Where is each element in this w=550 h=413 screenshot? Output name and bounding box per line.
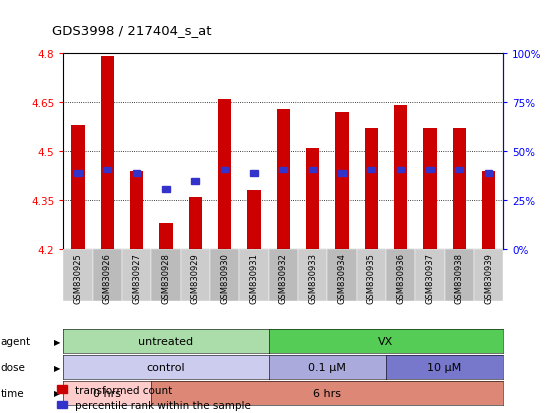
Bar <box>338 171 346 176</box>
Text: 10 μM: 10 μM <box>427 362 461 372</box>
Text: agent: agent <box>1 337 31 347</box>
Legend: transformed count, percentile rank within the sample: transformed count, percentile rank withi… <box>57 385 251 410</box>
Text: 6 hrs: 6 hrs <box>314 388 341 398</box>
Bar <box>397 167 404 173</box>
Bar <box>356 250 386 301</box>
Bar <box>210 250 239 301</box>
Text: VX: VX <box>378 337 394 347</box>
Text: GDS3998 / 217404_s_at: GDS3998 / 217404_s_at <box>52 24 212 37</box>
Text: GSM830925: GSM830925 <box>73 252 82 303</box>
Bar <box>306 149 319 250</box>
Bar <box>162 187 170 192</box>
Bar <box>426 167 434 173</box>
Text: 0 hrs: 0 hrs <box>94 388 121 398</box>
Bar <box>180 250 210 301</box>
Bar <box>101 57 114 250</box>
Text: GSM830939: GSM830939 <box>484 252 493 303</box>
Bar <box>474 250 503 301</box>
Bar <box>482 171 495 250</box>
Text: control: control <box>147 362 185 372</box>
Bar <box>103 167 111 173</box>
Bar <box>298 250 327 301</box>
Bar <box>221 167 228 173</box>
Bar <box>92 250 122 301</box>
Bar <box>453 129 466 250</box>
Text: untreated: untreated <box>139 337 194 347</box>
Text: GSM830936: GSM830936 <box>396 252 405 303</box>
Text: GSM830938: GSM830938 <box>455 252 464 303</box>
Text: ▶: ▶ <box>54 388 60 397</box>
Bar <box>250 171 258 176</box>
Bar <box>415 250 444 301</box>
Bar <box>72 126 85 250</box>
Bar <box>309 167 316 173</box>
Bar <box>160 224 173 250</box>
Text: ▶: ▶ <box>54 363 60 372</box>
Bar <box>327 250 356 301</box>
Bar <box>151 250 180 301</box>
Text: GSM830929: GSM830929 <box>191 252 200 303</box>
Text: GSM830931: GSM830931 <box>249 252 258 303</box>
Bar <box>248 191 261 250</box>
Bar <box>130 171 143 250</box>
Bar <box>365 129 378 250</box>
Bar <box>279 167 287 173</box>
Bar <box>189 197 202 250</box>
Text: GSM830933: GSM830933 <box>308 252 317 303</box>
Bar <box>444 250 474 301</box>
Bar <box>424 129 437 250</box>
Text: GSM830926: GSM830926 <box>103 252 112 303</box>
Text: GSM830937: GSM830937 <box>425 252 435 303</box>
Text: GSM830932: GSM830932 <box>279 252 288 303</box>
Text: 0.1 μM: 0.1 μM <box>309 362 346 372</box>
Bar <box>485 171 492 176</box>
Bar <box>239 250 268 301</box>
Bar <box>336 112 349 250</box>
Text: GSM830935: GSM830935 <box>367 252 376 303</box>
Text: GSM830927: GSM830927 <box>132 252 141 303</box>
Text: GSM830934: GSM830934 <box>337 252 346 303</box>
Text: GSM830928: GSM830928 <box>161 252 170 303</box>
Bar <box>277 109 290 250</box>
Text: ▶: ▶ <box>54 337 60 346</box>
Bar <box>191 178 199 185</box>
Bar <box>268 250 298 301</box>
Text: dose: dose <box>1 362 25 372</box>
Text: time: time <box>1 388 24 398</box>
Bar <box>455 167 463 173</box>
Bar <box>74 171 82 176</box>
Bar <box>394 106 407 250</box>
Text: GSM830930: GSM830930 <box>220 252 229 303</box>
Bar <box>122 250 151 301</box>
Bar <box>63 250 92 301</box>
Bar <box>133 171 140 176</box>
Bar <box>386 250 415 301</box>
Bar <box>218 100 231 250</box>
Bar <box>367 167 375 173</box>
